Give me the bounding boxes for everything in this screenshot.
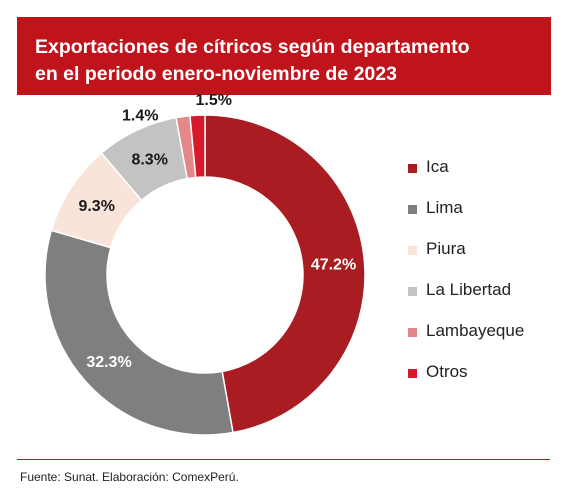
donut-value-labels: 47.2% 32.3% 9.3% 8.3% 1.4% 1.5% [78,92,356,371]
legend-label: La Libertad [426,280,512,299]
legend-swatch [408,287,417,296]
slice-lima [44,229,234,436]
chart-header: Exportaciones de cítricos según departam… [17,17,551,95]
legend-item-otros: Otros [408,362,548,382]
legend-item-la-libertad: La Libertad [408,280,548,300]
legend-item-ica: Ica [408,157,548,177]
legend-swatch [408,246,417,255]
chart-title: Exportaciones de cítricos según departam… [35,34,470,88]
footer-divider [17,459,550,460]
slice-ica [204,114,366,434]
legend-item-lambayeque: Lambayeque [408,321,548,341]
value-label-piura: 9.3% [78,198,114,215]
legend-label: Ica [426,157,449,176]
legend-swatch [408,164,417,173]
source-note: Fuente: Sunat. Elaboración: ComexPerú. [20,470,239,484]
legend-label: Otros [426,362,468,381]
value-label-otros: 1.5% [196,92,232,109]
value-label-lambayeque: 1.4% [122,108,158,125]
donut-slices [44,114,366,436]
legend-swatch [408,205,417,214]
legend-item-piura: Piura [408,239,548,259]
legend-label: Lambayeque [426,321,525,340]
chart-title-line-2: en el periodo enero-noviembre de 2023 [35,63,397,85]
legend-swatch [408,369,417,378]
legend-swatch [408,328,417,337]
value-label-ica: 47.2% [311,257,356,274]
chart-title-line-1: Exportaciones de cítricos según departam… [35,36,470,58]
legend-label: Piura [426,239,466,258]
slice-otros [189,114,206,179]
value-label-la-libertad: 8.3% [131,152,167,169]
value-label-lima: 32.3% [86,354,131,371]
legend-label: Lima [426,198,463,217]
legend-item-lima: Lima [408,198,548,218]
